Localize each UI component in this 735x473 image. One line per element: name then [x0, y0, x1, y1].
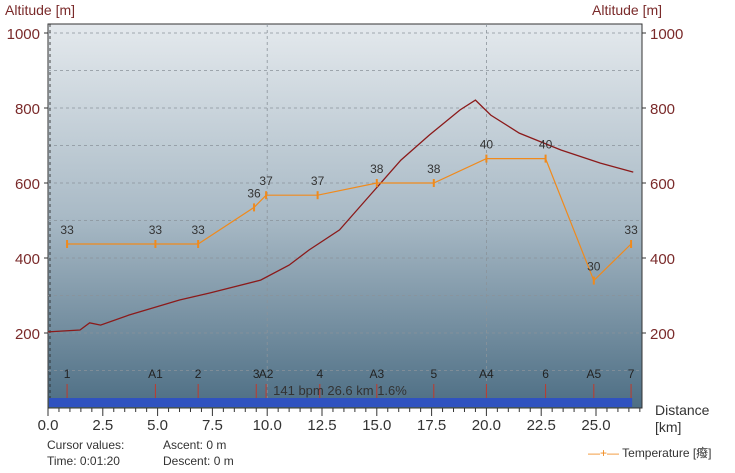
temperature-data-label: 33 [191, 223, 205, 237]
temperature-data-label: 36 [247, 186, 261, 200]
x-tick-label: 7.5 [202, 417, 223, 434]
temperature-data-label: 38 [370, 162, 384, 176]
lap-marker-label: 3 [253, 367, 260, 381]
y-tick-left: 200 [15, 326, 40, 343]
cursor-time: Time: 0:01:20 [47, 454, 120, 468]
x-axis-label: Distance [km] [655, 402, 710, 435]
y-tick-left: 1000 [7, 26, 40, 43]
altitude-line [47, 99, 634, 333]
cursor-values: Cursor values: [47, 438, 125, 452]
y-axis-label-left: Altitude [m] [5, 2, 76, 18]
y-tick-right: 600 [650, 176, 675, 193]
plot-area[interactable] [47, 23, 643, 409]
lap-marker-label: 7 [628, 367, 635, 381]
temperature-data-label: 40 [539, 138, 553, 152]
x-tick-label: 12.5 [307, 417, 336, 434]
y-tick-left: 400 [15, 251, 40, 268]
lap-marker-label: 6 [542, 367, 549, 381]
heart-rate-zone-bar [49, 398, 633, 407]
temperature-data-label: 37 [259, 174, 273, 188]
y-tick-right: 1000 [650, 26, 683, 43]
x-tick-label: 25.0 [581, 417, 610, 434]
temperature-line [67, 158, 632, 282]
lap-marker-label: A3 [369, 367, 384, 381]
lap-marker-label: A5 [586, 367, 601, 381]
x-tick-label: 20.0 [472, 417, 501, 434]
ascent: Ascent: 0 m [163, 438, 227, 452]
lap-marker-label: A1 [148, 367, 163, 381]
y-tick-left: 800 [15, 101, 40, 118]
x-tick-label: 5.0 [147, 417, 168, 434]
x-tick-label: 10.0 [253, 417, 282, 434]
y-tick-right: 800 [650, 101, 675, 118]
y-tick-right: 200 [650, 326, 675, 343]
lap-marker-label: A4 [479, 367, 494, 381]
x-tick-label: 2.5 [92, 417, 113, 434]
temperature-data-label: 33 [624, 223, 638, 237]
legend-label: Temperature [癈] [622, 446, 712, 460]
x-tick-label: 17.5 [417, 417, 446, 434]
lap-marker-label: A2 [259, 367, 274, 381]
x-tick-label: 15.0 [362, 417, 391, 434]
lap-marker-label: 1 [64, 367, 71, 381]
x-tick-label: 22.5 [527, 417, 556, 434]
temperature-data-label: 40 [480, 138, 494, 152]
y-tick-right: 400 [650, 251, 675, 268]
legend-line-icon: —+— [588, 446, 620, 460]
descent: Descent: 0 m [163, 454, 234, 468]
lap-marker-label: 5 [430, 367, 437, 381]
lap-marker-label: 4 [316, 367, 323, 381]
x-tick-label: 0.0 [38, 417, 59, 434]
legend-temperature: —+— Temperature [癈] [588, 444, 712, 461]
temperature-data-label: 37 [311, 174, 325, 188]
lap-marker-label: 2 [195, 367, 202, 381]
y-tick-left: 600 [15, 176, 40, 193]
temperature-data-label: 33 [60, 223, 74, 237]
summary-label: 141 bpm 26.6 km 1.6% [273, 383, 407, 398]
y-axis-label-right: Altitude [m] [592, 2, 663, 18]
temperature-data-label: 30 [587, 260, 601, 274]
temperature-data-label: 38 [427, 162, 441, 176]
temperature-data-label: 33 [149, 223, 163, 237]
